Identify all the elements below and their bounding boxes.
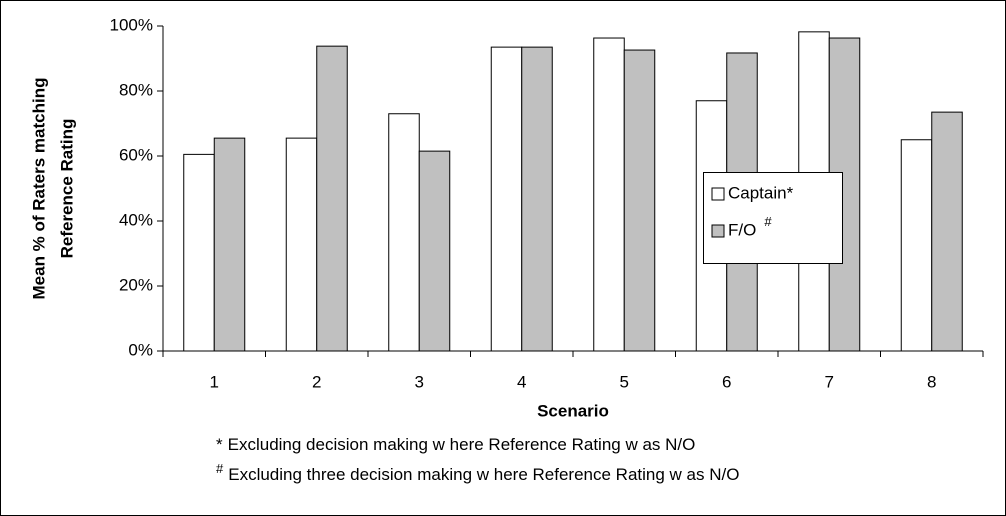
y-axis-title: Reference Rating bbox=[57, 119, 76, 259]
bar bbox=[900, 139, 933, 352]
y-tick-label: 60% bbox=[119, 145, 153, 164]
footnote: # Excluding three decision making w here … bbox=[216, 461, 739, 484]
bar bbox=[623, 49, 656, 352]
legend-superscript: # bbox=[764, 214, 772, 229]
bar bbox=[183, 153, 215, 352]
bar bbox=[931, 111, 963, 352]
y-tick-label: 40% bbox=[119, 210, 153, 229]
x-tick-label: 5 bbox=[620, 372, 629, 391]
x-tick-label: 1 bbox=[210, 372, 219, 391]
x-tick-label: 8 bbox=[927, 372, 936, 391]
footnote-text: Excluding decision making w here Referen… bbox=[228, 435, 696, 454]
legend-label: Captain* bbox=[728, 183, 794, 202]
footnote-marker: # bbox=[216, 461, 224, 476]
bar bbox=[213, 137, 246, 352]
x-tick-label: 7 bbox=[825, 372, 834, 391]
legend-swatch bbox=[711, 224, 725, 238]
bar bbox=[388, 113, 420, 352]
x-tick-label: 2 bbox=[312, 372, 321, 391]
x-tick-label: 6 bbox=[722, 372, 731, 391]
footnote-text: Excluding three decision making w here R… bbox=[228, 465, 739, 484]
bar bbox=[521, 46, 553, 352]
bar bbox=[593, 37, 625, 352]
y-tick-label: 80% bbox=[119, 80, 153, 99]
x-tick-label: 3 bbox=[415, 372, 424, 391]
bar bbox=[490, 46, 523, 352]
bar bbox=[316, 45, 348, 352]
y-tick-label: 20% bbox=[119, 275, 153, 294]
bar bbox=[418, 150, 451, 352]
x-tick-label: 4 bbox=[517, 372, 526, 391]
x-axis-title: Scenario bbox=[537, 401, 609, 420]
legend-box bbox=[703, 172, 843, 264]
y-axis-title: Mean % of Raters matching bbox=[29, 78, 48, 300]
y-tick-label: 0% bbox=[128, 340, 153, 359]
legend-swatch bbox=[711, 187, 725, 201]
y-tick-label: 100% bbox=[110, 15, 153, 34]
footnote: * Excluding decision making w here Refere… bbox=[216, 435, 695, 454]
bar bbox=[285, 137, 318, 352]
footnote-marker: * bbox=[216, 435, 223, 454]
